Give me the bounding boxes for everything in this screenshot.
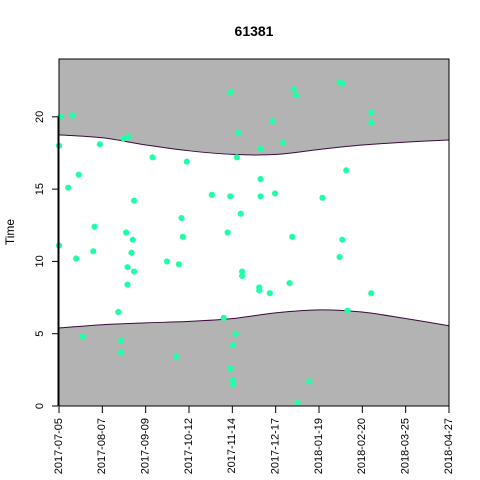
data-point — [319, 194, 326, 201]
data-point — [90, 248, 97, 255]
x-tick-label: 2018-01-19 — [313, 418, 325, 474]
data-point — [271, 190, 279, 197]
data-point — [125, 133, 132, 141]
data-point — [208, 191, 215, 199]
data-point — [290, 86, 297, 93]
data-point — [131, 268, 138, 275]
data-point — [149, 154, 156, 161]
data-point — [175, 261, 182, 268]
y-tick-label: 0 — [34, 403, 46, 409]
data-point — [266, 290, 273, 297]
data-point — [227, 193, 234, 200]
y-axis-label: Time — [3, 219, 17, 246]
data-point — [339, 80, 346, 87]
data-point — [294, 400, 301, 407]
data-point — [124, 281, 131, 288]
y-tick-label: 10 — [34, 255, 46, 267]
data-point — [257, 145, 264, 152]
lower-band-curve — [58, 309, 450, 329]
data-point — [239, 268, 246, 275]
data-point — [117, 349, 125, 356]
y-tick-label: 20 — [34, 111, 46, 123]
data-point — [344, 307, 351, 314]
data-point — [279, 139, 287, 146]
data-point — [293, 92, 300, 99]
data-point — [239, 272, 246, 279]
x-axis: 2017-07-05 2017-08-07 2017-09-09 2017-10-12… — [53, 405, 455, 474]
data-point — [336, 253, 343, 261]
chart-title: 61381 — [235, 23, 274, 39]
data-point — [256, 287, 263, 294]
x-tick-label: 2017-08-07 — [96, 418, 108, 474]
upper-shaded-band — [59, 59, 449, 155]
data-point — [224, 229, 231, 236]
data-point — [75, 171, 82, 178]
data-point — [237, 210, 244, 217]
data-point — [269, 118, 276, 125]
data-point — [73, 255, 80, 262]
y-axis: 0 5 10 15 20 — [34, 111, 59, 409]
data-point — [227, 89, 234, 96]
data-point — [79, 333, 86, 340]
data-point — [65, 184, 72, 191]
data-point — [69, 112, 76, 119]
x-tick-label: 2017-09-09 — [140, 418, 152, 474]
x-tick-label: 2017-07-05 — [53, 418, 65, 474]
data-point — [229, 376, 237, 384]
data-point — [123, 229, 130, 236]
data-point — [131, 197, 138, 204]
data-point — [183, 158, 190, 165]
data-point — [124, 264, 131, 271]
data-point — [229, 381, 237, 388]
data-point — [115, 308, 122, 316]
lower-shaded-band — [59, 309, 449, 406]
data-point — [229, 342, 237, 349]
x-tick-label: 2017-11-14 — [226, 418, 238, 473]
data-point — [129, 236, 136, 243]
x-tick-label: 2017-10-12 — [183, 418, 195, 474]
data-point — [339, 236, 346, 243]
data-point — [233, 154, 240, 161]
y-tick-label: 5 — [34, 331, 46, 337]
data-point — [117, 337, 125, 345]
data-point — [286, 280, 293, 287]
data-point — [96, 141, 103, 148]
data-point — [257, 193, 264, 200]
x-tick-label: 2018-02-20 — [356, 418, 368, 474]
data-point — [178, 214, 185, 222]
data-point — [227, 365, 234, 372]
x-tick-label: 2018-03-25 — [400, 418, 412, 474]
data-point — [368, 119, 375, 126]
data-point — [179, 233, 186, 240]
data-point — [306, 378, 313, 385]
data-point — [289, 233, 296, 240]
data-point — [120, 135, 127, 142]
x-tick-label: 2017-12-17 — [270, 418, 282, 474]
data-point — [368, 290, 375, 297]
data-point — [91, 223, 98, 230]
data-point — [173, 353, 180, 360]
data-point — [220, 314, 227, 321]
y-tick-label: 15 — [34, 183, 46, 195]
data-point — [163, 258, 171, 265]
data-point — [232, 330, 239, 337]
data-point — [128, 249, 135, 256]
x-tick-label: 2018-04-27 — [443, 418, 455, 474]
data-point — [368, 109, 375, 116]
data-point — [235, 129, 242, 136]
data-point — [257, 175, 264, 183]
data-point — [343, 167, 350, 174]
